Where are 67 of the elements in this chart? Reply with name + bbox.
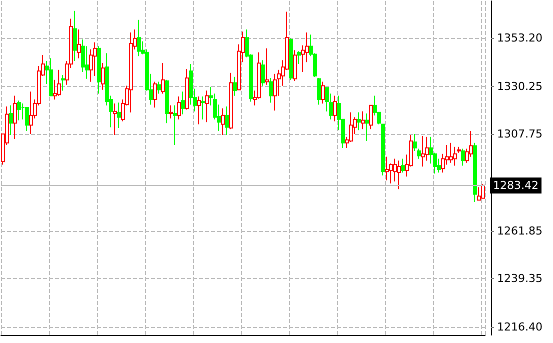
candlestick: [273, 73, 277, 111]
y-tick-label: 1353.20: [497, 31, 542, 44]
candlestick: [129, 32, 133, 113]
candlestick: [169, 104, 173, 119]
candlestick: [477, 186, 481, 201]
candlestick: [97, 46, 101, 94]
candlestick: [457, 146, 461, 154]
y-tick-label: 1239.35: [497, 272, 542, 286]
candlestick: [385, 156, 389, 181]
candlestick: [101, 62, 105, 90]
candlestick: [289, 38, 293, 80]
candlestick: [185, 68, 189, 110]
y-tick-label: 1330.25: [497, 80, 542, 94]
candlestick: [225, 106, 229, 136]
candlestick: [29, 91, 33, 134]
candlestick: [165, 79, 169, 124]
candlestick: [201, 96, 205, 120]
candlestick: [221, 108, 225, 136]
ref-line-label: 1283.42: [493, 179, 538, 192]
y-tick-label: 1307.75: [497, 128, 542, 141]
candlestick: [113, 103, 117, 136]
candlestick: [205, 90, 209, 123]
candlestick: [265, 48, 269, 86]
candlestick: [181, 91, 185, 115]
candlestick: [161, 62, 165, 94]
y-tick-label: 1261.85: [497, 224, 542, 238]
candlestick: [137, 19, 141, 57]
candlestick: [321, 81, 325, 104]
candlestick: [77, 29, 81, 59]
candlestick: [233, 76, 237, 96]
candlestick: [229, 72, 233, 130]
candlestick: [153, 81, 157, 108]
candlestick: [333, 95, 337, 122]
candlestick: [361, 110, 365, 130]
candlestick: [401, 158, 405, 173]
candlestick: [297, 50, 301, 64]
candlestick: [197, 96, 201, 125]
candlestick: [261, 60, 265, 86]
candlestick: [461, 148, 465, 166]
candlestick: [369, 104, 373, 130]
candlestick: [13, 95, 17, 140]
candlestick: [173, 104, 177, 146]
candlestick: [49, 58, 53, 96]
candlestick: [473, 142, 477, 203]
candlestick: [117, 102, 121, 129]
candlestick: [25, 107, 29, 132]
candlestick: [421, 136, 425, 168]
candlestick: [357, 112, 361, 131]
candlestick: [293, 50, 297, 82]
candlestick: [9, 104, 13, 136]
y-tick-label: 1216.40: [497, 320, 542, 334]
candlestick: [449, 142, 453, 164]
candlestick: [413, 133, 417, 152]
candlestick: [157, 81, 161, 94]
candlestick: [397, 160, 401, 190]
candlestick: [365, 112, 369, 142]
candlestick: [17, 100, 21, 121]
candlestick: [417, 148, 421, 160]
candlestick: [381, 124, 385, 176]
candlestick: [317, 77, 321, 106]
candlestick: [177, 96, 181, 120]
candlestick: [269, 77, 273, 104]
candlestick: [73, 10, 77, 62]
candlestick: [57, 69, 61, 96]
candlestick: [481, 184, 485, 199]
candlestick: [453, 146, 457, 166]
candlestick: [61, 74, 65, 92]
